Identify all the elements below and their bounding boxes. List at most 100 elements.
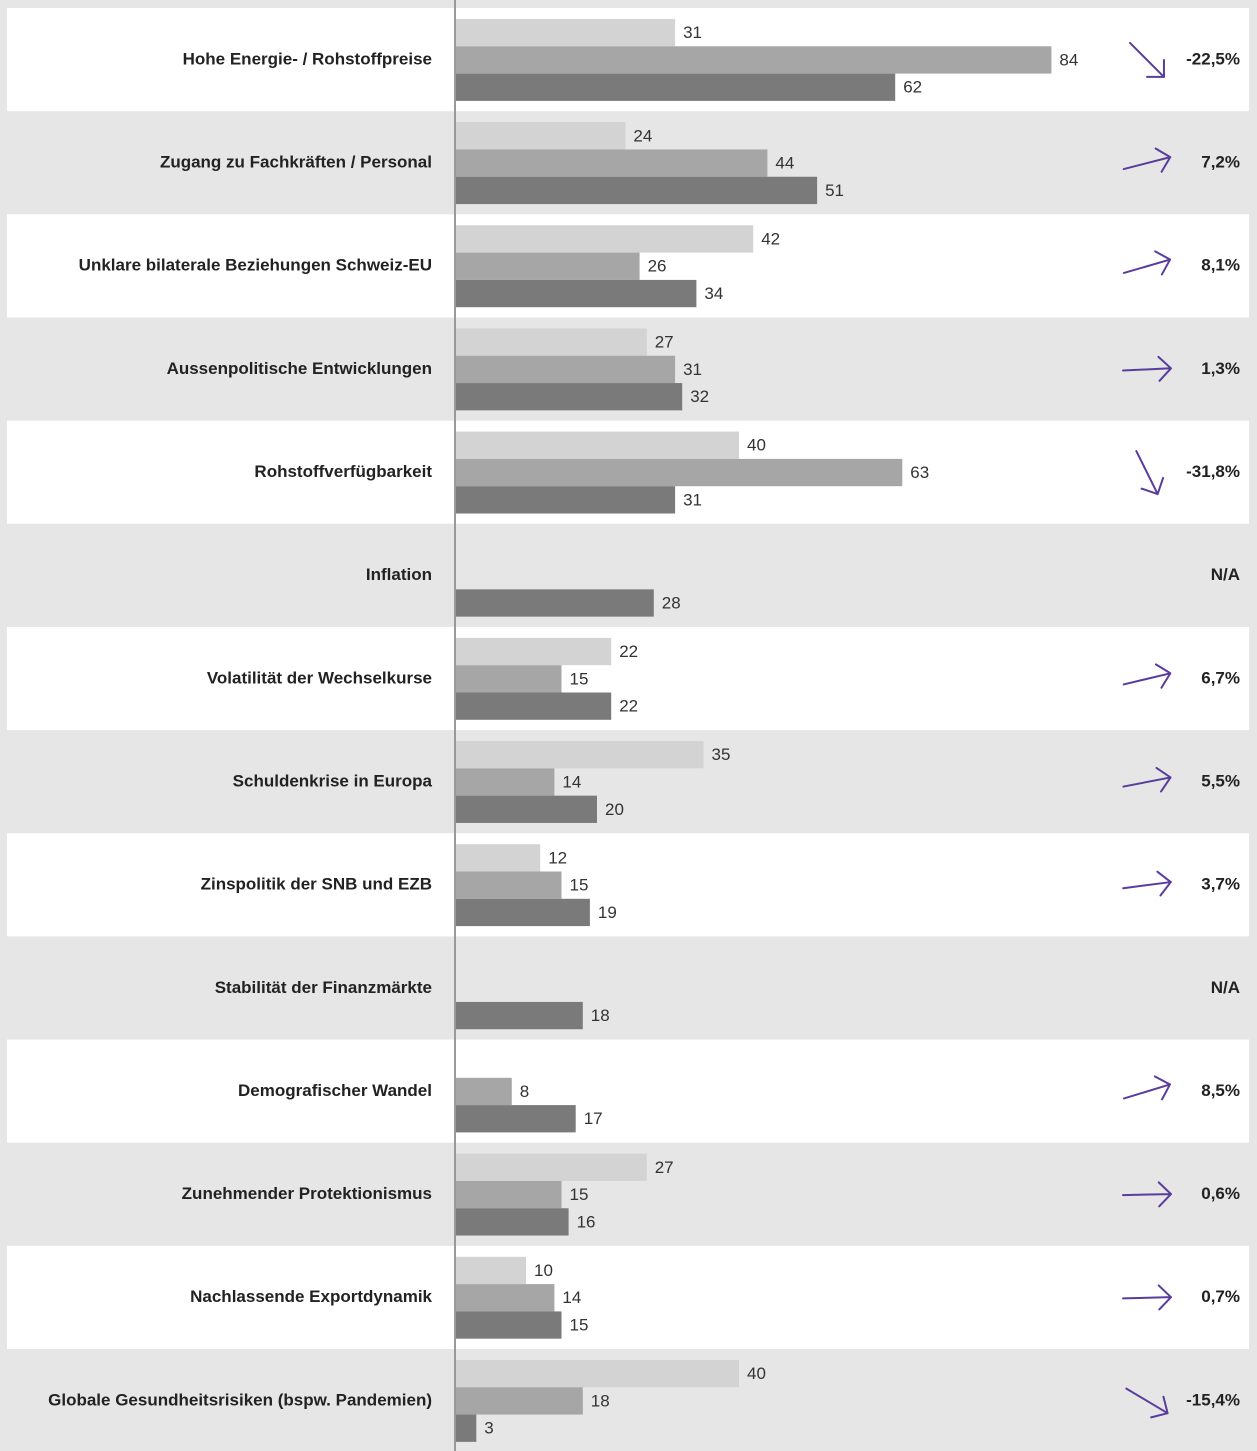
trend-arrow: [1123, 1075, 1171, 1101]
value-label: 15: [570, 669, 589, 688]
change-label: 0,7%: [1201, 1287, 1240, 1306]
bar: [455, 1001, 583, 1030]
arrow-shape: [1122, 1181, 1172, 1208]
change-label: 0,6%: [1201, 1184, 1240, 1203]
bar: [455, 1153, 647, 1181]
row-background: [7, 1245, 1249, 1349]
bar: [455, 1077, 512, 1106]
value-label: 14: [562, 1288, 581, 1307]
change-label: N/A: [1211, 978, 1240, 997]
change-label: -22,5%: [1186, 49, 1240, 68]
change-label: -31,8%: [1186, 462, 1240, 481]
arrow-shape: [1122, 870, 1172, 897]
arrow-shape: [1135, 450, 1165, 496]
bar: [455, 768, 555, 796]
category-label: Nachlassende Exportdynamik: [190, 1287, 432, 1306]
value-label: 40: [747, 436, 766, 455]
value-label: 17: [584, 1109, 603, 1128]
bar: [455, 431, 739, 459]
trend-arrow: [1122, 147, 1172, 173]
arrow-shape: [1123, 1075, 1171, 1101]
value-label: 8: [520, 1082, 529, 1101]
bar: [455, 1256, 526, 1285]
bar: [455, 225, 754, 253]
bar: [455, 355, 676, 384]
change-label: 6,7%: [1201, 668, 1240, 687]
value-label: 15: [570, 1316, 589, 1335]
trend-arrow: [1122, 250, 1172, 276]
value-label: 27: [655, 1158, 674, 1177]
value-label: 18: [591, 1006, 610, 1025]
value-label: 51: [825, 181, 844, 200]
row-background: [7, 833, 1249, 937]
bar: [455, 1208, 569, 1236]
bar: [455, 898, 590, 927]
category-label: Stabilität der Finanzmärkte: [215, 978, 432, 997]
value-label: 27: [655, 333, 674, 352]
bar: [455, 589, 654, 617]
category-label: Demografischer Wandel: [238, 1081, 432, 1100]
value-label: 22: [619, 642, 638, 661]
category-label: Inflation: [366, 565, 432, 584]
value-label: 22: [619, 697, 638, 716]
category-label: Hohe Energie- / Rohstoffpreise: [183, 49, 432, 68]
value-label: 63: [910, 463, 929, 482]
arrow-shape: [1122, 355, 1172, 382]
change-label: 1,3%: [1201, 359, 1240, 378]
category-label: Unklare bilaterale Beziehungen Schweiz-E…: [79, 256, 432, 275]
bar: [455, 1284, 555, 1312]
bar: [455, 279, 697, 308]
bar: [455, 692, 612, 720]
category-label: Globale Gesundheitsrisiken (bspw. Pandem…: [48, 1390, 432, 1409]
category-label: Zunehmender Protektionismus: [182, 1184, 432, 1203]
bar: [455, 19, 676, 47]
value-label: 44: [775, 154, 794, 173]
value-label: 31: [683, 490, 702, 509]
bar: [455, 795, 597, 823]
trend-arrow: [1122, 355, 1172, 382]
change-label: 7,2%: [1201, 153, 1240, 172]
trend-arrow: [1122, 663, 1172, 689]
value-label: 24: [633, 126, 652, 145]
bar: [455, 73, 896, 101]
change-label: -15,4%: [1186, 1390, 1240, 1409]
bar: [455, 1105, 576, 1133]
bar: [455, 252, 640, 280]
trend-arrow: [1135, 450, 1165, 496]
value-label: 31: [683, 23, 702, 42]
category-label: Rohstoffverfügbarkeit: [254, 462, 432, 481]
value-label: 20: [605, 800, 624, 819]
value-label: 31: [683, 360, 702, 379]
bar: [455, 844, 541, 872]
value-label: 15: [570, 1185, 589, 1204]
bar: [455, 149, 768, 177]
trend-arrow: [1122, 1284, 1172, 1311]
bar: [455, 1180, 562, 1209]
trend-arrow: [1125, 1387, 1169, 1419]
arrow-shape: [1122, 1284, 1172, 1311]
arrow-shape: [1122, 250, 1172, 276]
value-label: 35: [712, 745, 731, 764]
value-label: 15: [570, 876, 589, 895]
bar: [455, 637, 612, 666]
value-label: 84: [1059, 50, 1078, 69]
arrow-shape: [1125, 1387, 1169, 1419]
bar: [455, 486, 676, 514]
row-background: [7, 1039, 1249, 1143]
value-label: 28: [662, 593, 681, 612]
value-label: 62: [903, 78, 922, 97]
category-label: Zugang zu Fachkräften / Personal: [160, 153, 432, 172]
trend-arrow: [1129, 41, 1165, 78]
bar: [455, 1387, 583, 1415]
value-label: 3: [484, 1419, 493, 1438]
arrow-shape: [1122, 147, 1172, 173]
category-label: Aussenpolitische Entwicklungen: [167, 359, 432, 378]
bar: [455, 383, 683, 411]
value-label: 32: [690, 387, 709, 406]
value-label: 26: [648, 257, 667, 276]
bar: [455, 176, 818, 205]
value-label: 16: [577, 1212, 596, 1231]
trend-arrow: [1122, 870, 1172, 897]
